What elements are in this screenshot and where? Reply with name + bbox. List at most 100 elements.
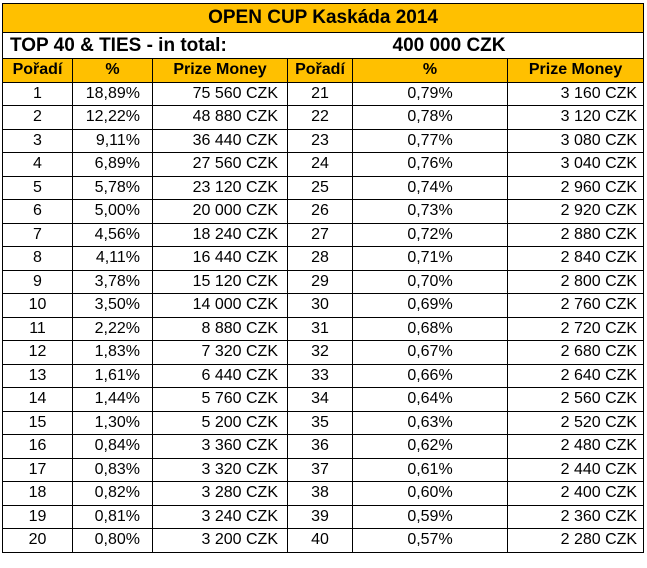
rank-cell: 35 xyxy=(287,410,353,435)
percent-cell: 0,74% xyxy=(352,175,508,200)
percent-cell: 0,79% xyxy=(352,81,508,106)
rank-cell: 34 xyxy=(287,387,353,412)
prize-cell: 23 120 CZK xyxy=(152,175,288,200)
rank-cell: 9 xyxy=(2,269,73,294)
table-row: 16 0,84% 3 360 CZK 36 0,62% 2 480 CZK xyxy=(2,434,645,459)
prize-cell: 2 440 CZK xyxy=(506,457,645,482)
rank-cell: 40 xyxy=(287,528,353,553)
rank-cell: 29 xyxy=(287,269,353,294)
prize-cell: 3 280 CZK xyxy=(152,481,288,506)
rank-cell: 20 xyxy=(2,528,73,553)
percent-cell: 0,80% xyxy=(72,528,153,553)
rank-cell: 21 xyxy=(287,81,353,106)
rank-cell: 31 xyxy=(287,316,353,341)
percent-cell: 2,22% xyxy=(72,316,153,341)
prize-cell: 5 200 CZK xyxy=(152,410,288,435)
total-label: TOP 40 & TIES - in total: xyxy=(2,32,353,59)
percent-cell: 18,89% xyxy=(72,81,153,106)
prize-cell: 75 560 CZK xyxy=(152,81,288,106)
table-row: 4 6,89% 27 560 CZK 24 0,76% 3 040 CZK xyxy=(2,152,645,177)
table-row: 18 0,82% 3 280 CZK 38 0,60% 2 400 CZK xyxy=(2,481,645,506)
header-percent-2: % xyxy=(352,58,508,83)
percent-cell: 3,50% xyxy=(72,293,153,318)
prize-cell: 14 000 CZK xyxy=(152,293,288,318)
prize-cell: 2 960 CZK xyxy=(506,175,645,200)
table-row: 9 3,78% 15 120 CZK 29 0,70% 2 800 CZK xyxy=(2,269,645,294)
rank-cell: 36 xyxy=(287,434,353,459)
prize-cell: 3 200 CZK xyxy=(152,528,288,553)
rank-cell: 5 xyxy=(2,175,73,200)
rank-cell: 6 xyxy=(2,199,73,224)
rank-cell: 3 xyxy=(2,128,73,153)
table-row: 3 9,11% 36 440 CZK 23 0,77% 3 080 CZK xyxy=(2,128,645,153)
rank-cell: 25 xyxy=(287,175,353,200)
table-row: 5 5,78% 23 120 CZK 25 0,74% 2 960 CZK xyxy=(2,175,645,200)
prize-cell: 2 920 CZK xyxy=(506,199,645,224)
rank-cell: 33 xyxy=(287,363,353,388)
rank-cell: 22 xyxy=(287,105,353,130)
table-row: 1 18,89% 75 560 CZK 21 0,79% 3 160 CZK xyxy=(2,81,645,106)
percent-cell: 1,61% xyxy=(72,363,153,388)
table-row: 17 0,83% 3 320 CZK 37 0,61% 2 440 CZK xyxy=(2,457,645,482)
percent-cell: 6,89% xyxy=(72,152,153,177)
rank-cell: 15 xyxy=(2,410,73,435)
prize-cell: 27 560 CZK xyxy=(152,152,288,177)
prize-cell: 18 240 CZK xyxy=(152,222,288,247)
table-row: 7 4,56% 18 240 CZK 27 0,72% 2 880 CZK xyxy=(2,222,645,247)
prize-cell: 3 360 CZK xyxy=(152,434,288,459)
prize-cell: 8 880 CZK xyxy=(152,316,288,341)
percent-cell: 0,61% xyxy=(352,457,508,482)
percent-cell: 0,82% xyxy=(72,481,153,506)
percent-cell: 4,11% xyxy=(72,246,153,271)
percent-cell: 0,60% xyxy=(352,481,508,506)
rank-cell: 30 xyxy=(287,293,353,318)
prize-cell: 5 760 CZK xyxy=(152,387,288,412)
percent-cell: 0,63% xyxy=(352,410,508,435)
percent-cell: 0,62% xyxy=(352,434,508,459)
rank-cell: 28 xyxy=(287,246,353,271)
prize-cell: 7 320 CZK xyxy=(152,340,288,365)
rank-cell: 11 xyxy=(2,316,73,341)
percent-cell: 0,69% xyxy=(352,293,508,318)
rank-cell: 8 xyxy=(2,246,73,271)
prize-cell: 2 480 CZK xyxy=(506,434,645,459)
rank-cell: 27 xyxy=(287,222,353,247)
percent-cell: 0,57% xyxy=(352,528,508,553)
header-rank-2: Pořadí xyxy=(287,58,353,83)
table-row: 8 4,11% 16 440 CZK 28 0,71% 2 840 CZK xyxy=(2,246,645,271)
header-row: Pořadí % Prize Money Pořadí % Prize Mone… xyxy=(2,58,645,83)
prize-cell: 3 080 CZK xyxy=(506,128,645,153)
prize-cell: 3 160 CZK xyxy=(506,81,645,106)
prize-cell: 2 280 CZK xyxy=(506,528,645,553)
rank-cell: 14 xyxy=(2,387,73,412)
table-row: 15 1,30% 5 200 CZK 35 0,63% 2 520 CZK xyxy=(2,410,645,435)
rank-cell: 23 xyxy=(287,128,353,153)
prize-cell: 2 720 CZK xyxy=(506,316,645,341)
prize-table: OPEN CUP Kaskáda 2014 TOP 40 & TIES - in… xyxy=(1,3,645,553)
header-prize-money-2: Prize Money xyxy=(506,58,645,83)
table-row: 14 1,44% 5 760 CZK 34 0,64% 2 560 CZK xyxy=(2,387,645,412)
percent-cell: 0,66% xyxy=(352,363,508,388)
percent-cell: 0,64% xyxy=(352,387,508,412)
table-row: 6 5,00% 20 000 CZK 26 0,73% 2 920 CZK xyxy=(2,199,645,224)
prize-cell: 2 680 CZK xyxy=(506,340,645,365)
rank-cell: 39 xyxy=(287,504,353,529)
percent-cell: 0,68% xyxy=(352,316,508,341)
rank-cell: 16 xyxy=(2,434,73,459)
percent-cell: 9,11% xyxy=(72,128,153,153)
prize-cell: 48 880 CZK xyxy=(152,105,288,130)
rank-cell: 10 xyxy=(2,293,73,318)
prize-cell: 20 000 CZK xyxy=(152,199,288,224)
percent-cell: 12,22% xyxy=(72,105,153,130)
rank-cell: 1 xyxy=(2,81,73,106)
rank-cell: 18 xyxy=(2,481,73,506)
percent-cell: 0,72% xyxy=(352,222,508,247)
table-row: 20 0,80% 3 200 CZK 40 0,57% 2 280 CZK xyxy=(2,528,645,553)
prize-cell: 2 360 CZK xyxy=(506,504,645,529)
prize-cell: 3 320 CZK xyxy=(152,457,288,482)
percent-cell: 1,44% xyxy=(72,387,153,412)
percent-cell: 0,71% xyxy=(352,246,508,271)
table-row: 12 1,83% 7 320 CZK 32 0,67% 2 680 CZK xyxy=(2,340,645,365)
header-prize-money: Prize Money xyxy=(152,58,288,83)
prize-cell: 2 640 CZK xyxy=(506,363,645,388)
